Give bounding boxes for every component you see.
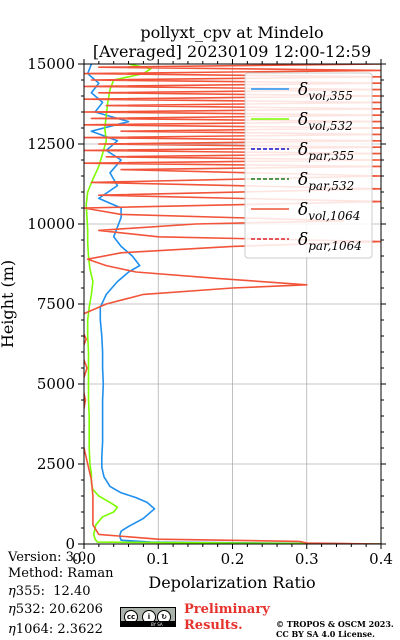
sa-icon: ↻ — [157, 610, 171, 624]
cc-license-logo: cc i ↻ BY SA — [120, 607, 176, 627]
y-tick-label: 15000 — [27, 55, 75, 73]
y-axis-label: Height (m) — [0, 260, 17, 348]
series-line-vol-355 — [86, 64, 381, 544]
y-tick-label: 12500 — [27, 135, 75, 153]
copyright-notice: © TROPOS & OSCM 2023. CC BY SA 4.0 Licen… — [276, 619, 394, 639]
eta532-text: η532: 20.6206 — [8, 602, 103, 617]
eta532-value: 20.6206 — [49, 602, 103, 617]
y-tick-label: 5000 — [37, 375, 75, 393]
series-line-vol-532 — [85, 64, 381, 544]
eta1064-value: 2.3622 — [57, 622, 103, 637]
legend: δvol,355δvol,532δpar,355δpar,532δvol,106… — [244, 72, 373, 259]
x-axis-label: Depolarization Ratio — [148, 573, 315, 592]
eta355-text: η355: 12.40 — [8, 584, 91, 599]
y-tick-label: 2500 — [37, 455, 75, 473]
x-tick-label: 0.1 — [146, 550, 170, 568]
y-tick-label: 7500 — [37, 295, 75, 313]
chart-subtitle: [Averaged] 20230109 12:00-12:59 — [92, 42, 372, 61]
x-tick-label: 0.3 — [295, 550, 319, 568]
x-tick-label: 0.4 — [369, 550, 393, 568]
series-line-vol-1064 — [84, 64, 381, 544]
y-tick-label: 10000 — [27, 215, 75, 233]
preliminary-notice: Preliminary Results. — [184, 602, 270, 633]
method-text: Method: Raman — [8, 566, 114, 581]
y-tick-label: 0 — [65, 535, 75, 553]
eta1064-text: η1064: 2.3622 — [8, 622, 103, 637]
x-tick-label: 0.2 — [221, 550, 245, 568]
x-tick-label: 0.0 — [72, 550, 96, 568]
eta355-value: 12.40 — [53, 584, 91, 599]
version-text: Version: 3.0 — [8, 550, 87, 565]
chart-title: pollyxt_cpv at Mindelo — [140, 23, 324, 42]
